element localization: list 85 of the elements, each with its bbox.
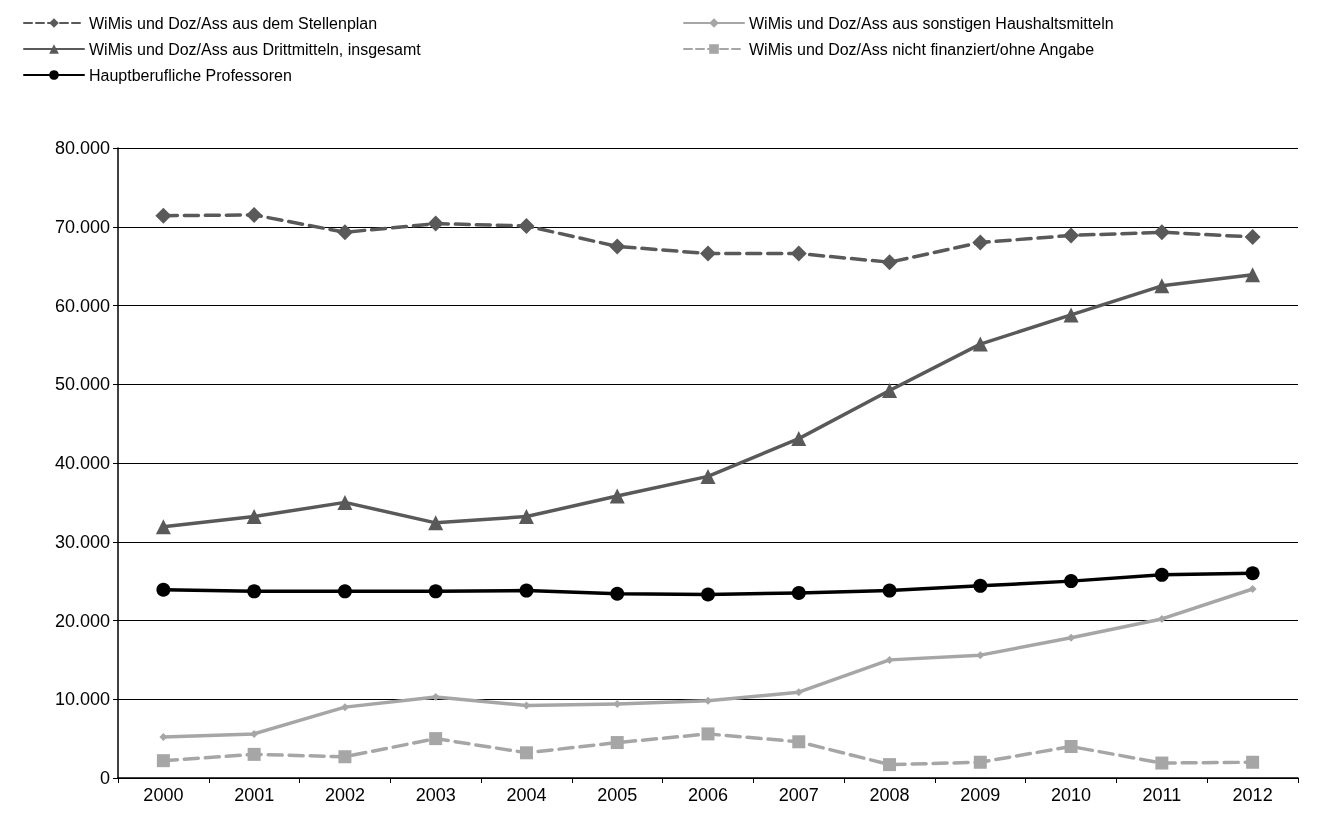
x-tick-label: 2007 [778, 785, 819, 805]
y-tick-label: 50.000 [54, 374, 110, 395]
y-tick-label: 60.000 [54, 295, 110, 316]
point [155, 207, 172, 224]
legend-label: WiMis und Doz/Ass aus dem Stellenplan [89, 14, 378, 32]
point [791, 431, 807, 447]
point [609, 238, 626, 255]
point [610, 586, 625, 601]
legend-label: Hauptberufliche Professoren [89, 66, 292, 84]
point [155, 519, 171, 535]
point [976, 651, 985, 660]
point [428, 515, 444, 531]
x-tick-label: 2011 [1142, 785, 1182, 805]
point [885, 655, 894, 664]
x-tick-label: 2010 [1051, 785, 1092, 805]
x-tick-label: 2002 [324, 785, 365, 805]
x-tick-label: 2008 [869, 785, 910, 805]
point [427, 215, 444, 232]
point [1064, 574, 1079, 589]
x-tick-label: 2004 [506, 785, 547, 805]
legend-label: WiMis und Doz/Ass nicht finanziert/ohne Angabe [749, 40, 1095, 58]
point [790, 245, 807, 262]
x-tick-label: 2001 [234, 785, 275, 805]
point [973, 578, 988, 593]
point [1154, 567, 1169, 582]
point [1246, 755, 1260, 769]
point [1063, 307, 1079, 323]
point [519, 746, 533, 760]
x-tick-label: 2005 [597, 785, 638, 805]
point [610, 736, 624, 750]
point [883, 758, 897, 772]
y-tick-label: 20.000 [54, 610, 110, 631]
point [429, 732, 443, 746]
point [882, 583, 897, 598]
point [973, 755, 987, 769]
point [156, 754, 170, 768]
y-tick-label: 80.000 [54, 138, 110, 158]
legend-label: WiMis und Doz/Ass aus sonstigen Haushaltsmitteln [749, 14, 1114, 32]
point [1248, 585, 1257, 593]
y-tick-label: 30.000 [54, 531, 110, 552]
point [336, 224, 353, 241]
x-tick-label: 2009 [960, 785, 1001, 805]
point [882, 383, 898, 399]
x-tick-label: 2012 [1232, 785, 1273, 805]
point [1245, 267, 1261, 283]
point [791, 585, 806, 600]
point [700, 468, 716, 484]
point [338, 750, 352, 764]
point [1244, 228, 1261, 245]
y-tick-label: 10.000 [54, 689, 110, 710]
point [156, 582, 171, 597]
point [972, 336, 988, 352]
point [250, 729, 259, 738]
point [519, 583, 534, 598]
point [246, 206, 263, 223]
point [609, 488, 625, 504]
point [1154, 278, 1170, 294]
point [1063, 227, 1080, 244]
point [247, 584, 262, 599]
point [792, 735, 806, 749]
x-tick-label: 2000 [143, 785, 184, 805]
point [881, 254, 898, 271]
point [1245, 566, 1260, 581]
x-tick-label: 2006 [687, 785, 729, 805]
point [1153, 224, 1170, 241]
y-tick-label: 70.000 [54, 216, 110, 237]
point [428, 584, 443, 599]
legend-label: WiMis und Doz/Ass aus Drittmitteln, insgesamt [89, 40, 422, 58]
point [704, 696, 712, 705]
y-tick-label: 0 [99, 768, 110, 788]
point [337, 584, 352, 599]
point [340, 703, 349, 712]
x-tick-label: 2003 [415, 785, 456, 805]
point [972, 234, 989, 251]
point [518, 509, 534, 525]
point [701, 587, 715, 602]
point [1155, 756, 1169, 770]
point [337, 494, 353, 510]
point [247, 747, 261, 761]
point [518, 217, 535, 234]
y-tick-label: 40.000 [54, 453, 110, 473]
point [700, 245, 716, 262]
point [246, 509, 262, 525]
point [1064, 740, 1078, 753]
point [701, 727, 715, 741]
